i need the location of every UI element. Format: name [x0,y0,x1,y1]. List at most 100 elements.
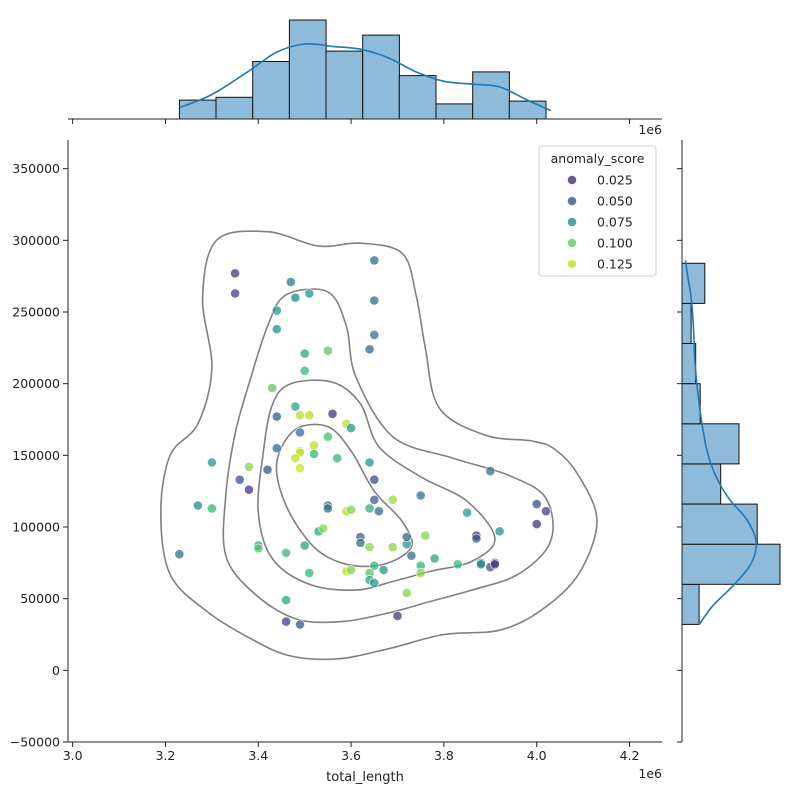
scatter-point [415,568,426,578]
legend-marker [567,217,577,227]
y-hist-bar [681,463,722,505]
legend: anomaly_score 0.025 0.050 0.075 0.100 0.125 [538,145,657,277]
x-tick-label: 3.0 [63,748,83,763]
scatter-point [271,324,282,335]
y-tick-label: −50000 [10,735,60,750]
scatter-point [531,499,542,509]
x-tick-label: 4.0 [527,748,547,763]
x-tick-label: 3.2 [156,748,176,763]
scatter-point [234,474,245,485]
y-tick-label: 350000 [12,161,60,176]
scatter-point [369,295,380,306]
scatter-point [192,500,203,511]
scatter-point [369,255,380,266]
scatter-point [290,401,301,412]
x-hist-bar [325,50,364,120]
y-tick-label: 100000 [12,520,60,535]
scatter-point [322,431,333,442]
scatter-point [420,530,431,541]
main-axes: 3.0 3.2 3.4 3.6 3.8 4.0 4.2 −50000 0 50000 100000 1… [10,140,662,763]
scatter-point [230,268,240,279]
y-hist-bar [681,262,706,304]
scatter-point [295,410,305,421]
x-tick-label: 3.8 [434,748,454,763]
kde-contour-1 [159,230,598,661]
scatter-point [322,503,333,514]
scatter-point [244,484,254,495]
x-kde-curve [179,43,551,112]
kde-contour-2 [222,288,554,624]
legend-marker [567,196,577,206]
scatter-point [531,519,542,529]
scatter-point [304,288,315,299]
y-hist-bar [681,583,700,625]
scatter-point [485,466,496,476]
scatter-point [174,549,185,560]
x-hist-bar [288,19,327,120]
scatter-point [364,503,375,514]
scatter-point [281,595,291,605]
scatter-point [429,553,440,564]
scatter-point [346,423,356,433]
scatter-point [304,410,315,421]
scatter-point [406,550,417,561]
y-tick-label: 300000 [12,233,60,248]
scatter-point [271,305,282,316]
scatter-point [318,523,329,534]
x-axis-label: total_length [326,770,404,785]
scatter-point [295,619,305,630]
y-tick-label: 50000 [20,591,60,606]
scatter-point [267,383,278,393]
scatter-point [281,547,291,558]
y-tick-label: 200000 [12,376,60,391]
x-hist-bar [472,71,510,120]
x-offset-label-main: 1e6 [638,766,662,781]
y-hist-bar [681,302,692,344]
scatter-point [373,506,384,517]
scatter-point [415,490,426,501]
legend-label: 0.125 [597,257,633,272]
scatter-points [174,255,551,630]
legend-label: 0.100 [597,236,633,251]
legend-entries: 0.025 0.050 0.075 0.100 0.125 [567,173,633,272]
scatter-point [295,427,305,438]
x-hist-bar [398,75,437,120]
scatter-point [206,457,217,468]
kde-contour-3 [257,379,496,591]
scatter-point [364,542,375,552]
x-hist-bar [178,99,217,120]
x-tick-label: 3.6 [341,748,361,763]
x-hist-bar [508,100,547,120]
scatter-point [452,559,463,570]
x-marginal-histogram [68,19,662,124]
scatter-point [471,533,482,544]
scatter-point [253,543,264,554]
kde-contours [159,230,598,661]
scatter-point [304,568,315,578]
y-marginal-histogram [677,140,781,743]
scatter-point [290,292,301,303]
y-hist-bar [681,503,758,545]
scatter-point [387,542,398,552]
scatter-point [378,565,389,575]
x-hist-bar [215,96,254,120]
scatter-point [322,345,333,356]
legend-label: 0.075 [597,215,633,230]
scatter-point [290,453,301,464]
scatter-point [281,616,291,627]
x-hist-bar [252,61,290,120]
legend-label: 0.025 [597,173,633,188]
scatter-point [230,288,240,299]
legend-label: 0.050 [597,194,633,209]
y-hist-bar [681,423,740,465]
scatter-point [476,559,486,570]
y-tick-label: 0 [52,663,60,678]
scatter-point [295,463,305,474]
y-kde-curve [684,260,758,625]
scatter-point [364,344,375,355]
scatter-point [332,453,343,464]
scatter-point [355,537,366,548]
scatter-point [309,440,319,451]
scatter-point [206,503,217,514]
